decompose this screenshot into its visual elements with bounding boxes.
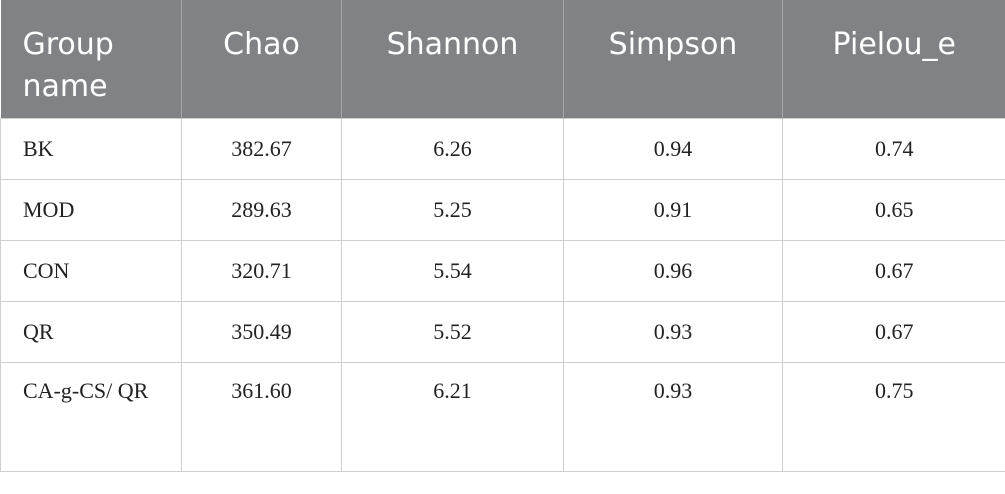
value-cell: 5.54 [341,239,564,302]
value-cell: 0.93 [563,300,783,363]
group-cell: CON [0,239,182,302]
value-cell: 0.67 [782,239,1005,302]
value-cell: 0.93 [563,361,783,472]
table-header: Group name Chao Shannon Simpson Pielou_e [0,0,1005,118]
table-row: MOD 289.63 5.25 0.91 0.65 [0,178,1005,241]
header-cell: Shannon [341,0,564,118]
group-cell: CA-g-CS/ QR [0,361,182,472]
value-cell: 6.21 [341,361,564,472]
value-cell: 0.96 [563,239,783,302]
table-row: CA-g-CS/ QR 361.60 6.21 0.93 0.75 [0,361,1005,472]
value-cell: 0.65 [782,178,1005,241]
table-body: BK 382.67 6.26 0.94 0.74 MOD 289.63 5.25 0.91 0.6… [0,117,1005,472]
value-cell: 350.49 [181,300,342,363]
value-cell: 289.63 [181,178,342,241]
table-row: BK 382.67 6.26 0.94 0.74 [0,117,1005,180]
value-cell: 5.52 [341,300,564,363]
value-cell: 320.71 [181,239,342,302]
value-cell: 5.25 [341,178,564,241]
header-row: Group name Chao Shannon Simpson Pielou_e [0,0,1005,118]
header-cell: Pielou_e [782,0,1005,118]
group-cell: MOD [0,178,182,241]
value-cell: 0.67 [782,300,1005,363]
group-cell: QR [0,300,182,363]
table-row: QR 350.49 5.52 0.93 0.67 [0,300,1005,363]
value-cell: 0.91 [563,178,783,241]
value-cell: 0.75 [782,361,1005,472]
header-cell: Simpson [563,0,783,118]
value-cell: 361.60 [181,361,342,472]
group-cell: BK [0,117,182,180]
value-cell: 0.74 [782,117,1005,180]
header-cell: Group name [0,0,182,118]
table-row: CON 320.71 5.54 0.96 0.67 [0,239,1005,302]
value-cell: 382.67 [181,117,342,180]
value-cell: 6.26 [341,117,564,180]
header-cell: Chao [181,0,342,118]
data-table: Group name Chao Shannon Simpson Pielou_e BK 3… [0,0,1005,472]
value-cell: 0.94 [563,117,783,180]
